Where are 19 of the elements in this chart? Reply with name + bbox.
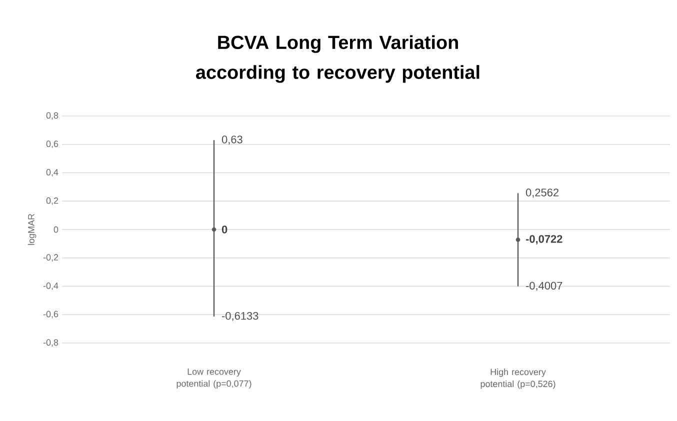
data-label: -0,0722	[526, 235, 562, 244]
annotation: -0,6133	[222, 312, 258, 322]
annotation: 0,2562	[526, 188, 558, 198]
x-tick-label: High recovery potential (p=0,526)	[480, 368, 556, 389]
annotation: 0,63	[222, 136, 242, 145]
y-tick-label: 0,2	[46, 197, 58, 205]
y-tick-label: 0,4	[46, 169, 58, 176]
x-tick-label: Low recovery potential (p=0,077)	[176, 368, 252, 389]
y-tick-label: 0,8	[46, 112, 58, 120]
y-tick-label: 0	[54, 226, 58, 233]
data-label: 0	[222, 226, 228, 234]
y-tick-label: -0,6	[43, 310, 58, 318]
chart-title: BCVA Long Term Variation according to recovery potential	[196, 35, 480, 83]
y-axis-title: logMAR	[28, 214, 36, 245]
annotation: -0,4007	[526, 282, 562, 291]
y-tick-label: 0,6	[46, 140, 58, 148]
y-tick-label: -0,2	[43, 254, 58, 262]
y-tick-label: -0,8	[43, 339, 58, 347]
y-tick-label: -0,4	[43, 282, 58, 290]
